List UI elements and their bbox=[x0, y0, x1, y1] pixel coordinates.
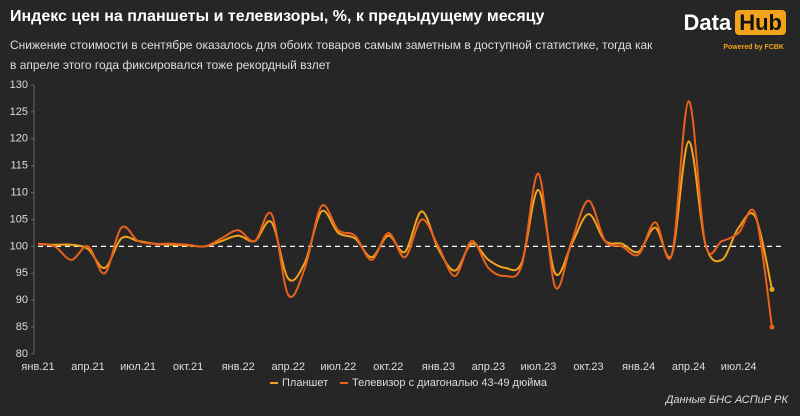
y-tick-label: 120 bbox=[10, 133, 28, 145]
chart-title: Индекс цен на планшеты и телевизоры, %, … bbox=[10, 8, 545, 25]
x-tick-label: июл.22 bbox=[320, 361, 356, 373]
x-tick-label: июл.23 bbox=[521, 361, 557, 373]
end-point bbox=[769, 286, 775, 292]
x-tick-label: окт.21 bbox=[173, 361, 203, 373]
logo-text: Data bbox=[683, 10, 732, 35]
y-tick-label: 95 bbox=[16, 267, 28, 279]
chart-subtitle: Снижение стоимости в сентябре оказалось … bbox=[10, 38, 653, 72]
logo-badge: Hub bbox=[735, 10, 786, 35]
x-tick-label: апр.21 bbox=[71, 361, 104, 373]
x-tick-label: июл.21 bbox=[120, 361, 156, 373]
y-tick-label: 90 bbox=[16, 294, 28, 306]
y-tick-label: 110 bbox=[10, 187, 28, 199]
x-tick-label: апр.22 bbox=[271, 361, 304, 373]
x-tick-label: апр.23 bbox=[472, 361, 505, 373]
series-line bbox=[37, 140, 773, 290]
y-tick-label: 80 bbox=[16, 348, 28, 360]
x-tick-label: янв.24 bbox=[622, 361, 655, 373]
y-tick-label: 100 bbox=[10, 240, 28, 252]
x-tick-label: окт.22 bbox=[373, 361, 403, 373]
y-tick-label: 115 bbox=[10, 160, 28, 172]
x-tick-label: апр.24 bbox=[672, 361, 705, 373]
series-line bbox=[37, 100, 773, 328]
source: Данные БНС АСПиР РК bbox=[664, 394, 789, 406]
logo-sub: Powered by FCBK bbox=[723, 44, 784, 51]
x-tick-label: июл.24 bbox=[721, 361, 757, 373]
logo: Data Hub bbox=[684, 10, 786, 36]
y-tick-label: 130 bbox=[10, 79, 28, 91]
y-tick-label: 105 bbox=[10, 213, 28, 225]
x-tick-label: янв.22 bbox=[222, 361, 255, 373]
y-tick-label: 85 bbox=[16, 321, 28, 333]
y-tick-label: 125 bbox=[10, 106, 28, 118]
legend-label: Планшет bbox=[282, 377, 328, 389]
x-tick-label: янв.23 bbox=[422, 361, 455, 373]
x-tick-label: янв.21 bbox=[21, 361, 54, 373]
legend-label: Телевизор с диагональю 43-49 дюйма bbox=[352, 377, 548, 389]
x-tick-label: окт.23 bbox=[573, 361, 603, 373]
end-point bbox=[769, 324, 775, 330]
